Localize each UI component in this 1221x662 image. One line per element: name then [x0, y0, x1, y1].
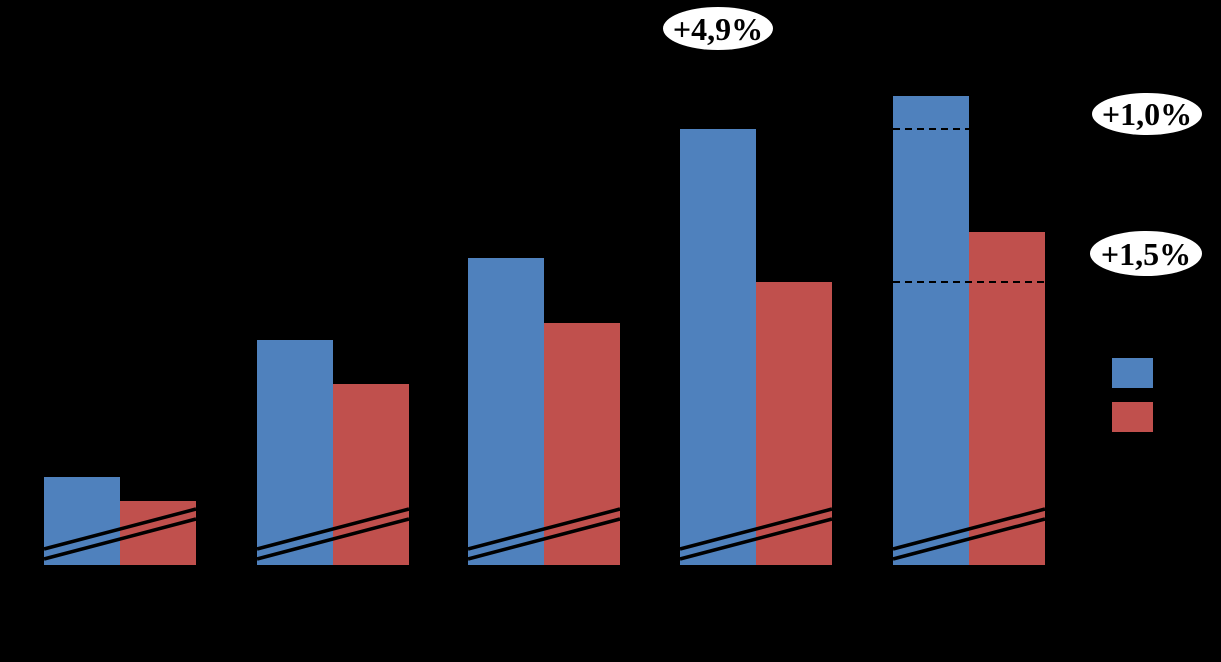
axis-break-mark-lower-group-4	[679, 517, 833, 561]
axis-break-mark-lower-group-5	[892, 517, 1046, 561]
legend	[1112, 358, 1153, 432]
bar-blue-series-group-3	[468, 258, 544, 565]
annotation-text-red-growth: +1,5%	[1100, 235, 1192, 272]
axis-break-mark-lower-group-3	[467, 517, 621, 561]
axis-break-mark-upper-group-2	[256, 507, 410, 551]
annotation-ellipse-red-growth: +1,5%	[1090, 231, 1202, 276]
axis-break-mark-lower-group-1	[43, 517, 197, 561]
axis-break-mark-upper-group-3	[467, 507, 621, 551]
annotation-ellipse-total-growth: +4,9%	[663, 7, 773, 50]
axis-break-mark-upper-group-5	[892, 507, 1046, 551]
annotation-text-total-growth: +4,9%	[672, 10, 764, 47]
axis-break-mark-upper-group-1	[43, 507, 197, 551]
legend-swatch-red	[1112, 402, 1153, 432]
annotation-text-blue-growth: +1,0%	[1101, 96, 1193, 132]
bar-blue-series-group-5	[893, 96, 969, 565]
legend-swatch-blue	[1112, 358, 1153, 388]
axis-break-mark-upper-group-4	[679, 507, 833, 551]
annotation-ellipse-blue-growth: +1,0%	[1092, 93, 1202, 135]
axis-break-mark-lower-group-2	[256, 517, 410, 561]
bar-blue-series-group-4	[680, 129, 756, 565]
bar-blue-series-group-2	[257, 340, 333, 565]
bar-red-series-group-5	[969, 232, 1045, 565]
